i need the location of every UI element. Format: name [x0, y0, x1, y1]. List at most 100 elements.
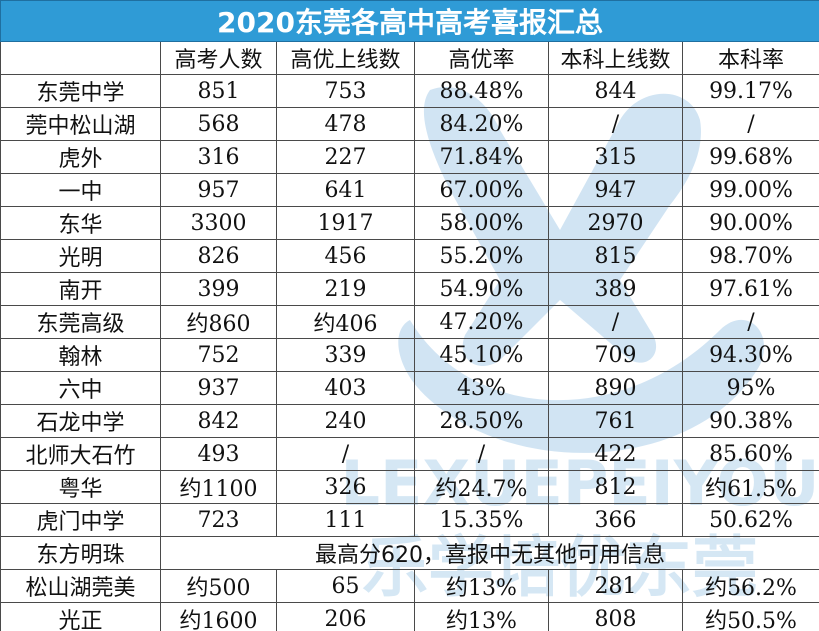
cell-school: 翰林	[0, 338, 161, 372]
cell-undergrad-rate: 95%	[681, 371, 819, 405]
table-row: 南开 399 219 54.90% 389 97.61%	[0, 272, 819, 306]
cell-undergrad-rate: 94.30%	[681, 338, 819, 372]
cell-school: 莞中松山湖	[0, 107, 161, 141]
cell-undergrad-count: 815	[548, 239, 683, 273]
table-row: 松山湖莞美 约500 65 约13% 281 约56.2%	[0, 569, 819, 603]
cell-note: 最高分620，喜报中无其他可用信息	[159, 536, 819, 570]
cell-high-quality-count: 339	[276, 338, 415, 372]
cell-high-quality-rate: 47.20%	[414, 305, 549, 339]
cell-high-quality-count: 219	[276, 272, 415, 306]
cell-undergrad-rate: 99.17%	[681, 74, 819, 108]
cell-exam-count: 493	[160, 437, 277, 471]
cell-high-quality-rate: /	[414, 437, 549, 471]
cell-high-quality-rate: 54.90%	[414, 272, 549, 306]
cell-high-quality-rate: 约13%	[414, 569, 549, 603]
cell-high-quality-count: 206	[276, 602, 415, 631]
cell-exam-count: 957	[160, 173, 277, 207]
table-row: 石龙中学 842 240 28.50% 761 90.38%	[0, 404, 819, 438]
cell-high-quality-rate: 84.20%	[414, 107, 549, 141]
cell-school: 一中	[0, 173, 161, 207]
cell-undergrad-rate: 90.38%	[681, 404, 819, 438]
cell-undergrad-rate: 99.68%	[681, 140, 819, 174]
cell-high-quality-rate: 71.84%	[414, 140, 549, 174]
cell-school: 六中	[0, 371, 161, 405]
table-row: 东莞中学 851 753 88.48% 844 99.17%	[0, 74, 819, 108]
title-row: 2020东莞各高中高考喜报汇总	[0, 0, 819, 42]
cell-undergrad-rate: 85.60%	[681, 437, 819, 471]
cell-exam-count: 3300	[160, 206, 277, 240]
cell-high-quality-count: 326	[276, 470, 415, 504]
table-row: 东华 3300 1917 58.00% 2970 90.00%	[0, 206, 819, 240]
cell-exam-count: 723	[160, 503, 277, 537]
cell-school: 光明	[0, 239, 161, 273]
cell-undergrad-count: /	[548, 305, 683, 339]
cell-school: 虎外	[0, 140, 161, 174]
cell-high-quality-rate: 88.48%	[414, 74, 549, 108]
column-header-undergrad-rate: 本科率	[681, 41, 819, 75]
table-row: 东方明珠 最高分620，喜报中无其他可用信息	[0, 536, 819, 570]
cell-high-quality-count: 约406	[276, 305, 415, 339]
table-row: 光明 826 456 55.20% 815 98.70%	[0, 239, 819, 273]
column-header-school	[0, 41, 161, 75]
cell-undergrad-rate: 约56.2%	[681, 569, 819, 603]
cell-undergrad-count: /	[548, 107, 683, 141]
cell-undergrad-rate: 50.62%	[681, 503, 819, 537]
cell-exam-count: 316	[160, 140, 277, 174]
table-row: 虎外 316 227 71.84% 315 99.68%	[0, 140, 819, 174]
cell-undergrad-rate: 99.00%	[681, 173, 819, 207]
cell-exam-count: 约1600	[160, 602, 277, 631]
cell-exam-count: 399	[160, 272, 277, 306]
table-row: 粤华 约1100 326 约24.7% 812 约61.5%	[0, 470, 819, 504]
cell-high-quality-count: 240	[276, 404, 415, 438]
cell-undergrad-count: 2970	[548, 206, 683, 240]
cell-school: 虎门中学	[0, 503, 161, 537]
cell-undergrad-count: 281	[548, 569, 683, 603]
cell-high-quality-count: 65	[276, 569, 415, 603]
cell-undergrad-rate: 97.61%	[681, 272, 819, 306]
cell-high-quality-count: 111	[276, 503, 415, 537]
cell-exam-count: 约1100	[160, 470, 277, 504]
cell-exam-count: 约500	[160, 569, 277, 603]
cell-undergrad-rate: 98.70%	[681, 239, 819, 273]
cell-high-quality-rate: 55.20%	[414, 239, 549, 273]
cell-undergrad-rate: /	[681, 305, 819, 339]
cell-school: 光正	[0, 602, 161, 631]
column-header-high-quality-count: 高优上线数	[276, 41, 415, 75]
cell-school: 粤华	[0, 470, 161, 504]
cell-high-quality-count: 456	[276, 239, 415, 273]
cell-exam-count: 826	[160, 239, 277, 273]
cell-high-quality-rate: 约13%	[414, 602, 549, 631]
table-row: 北师大石竹 493//422 85.60%	[0, 437, 819, 471]
cell-school: 东莞高级	[0, 305, 161, 339]
cell-school: 东华	[0, 206, 161, 240]
cell-high-quality-count: 478	[276, 107, 415, 141]
cell-undergrad-rate: 约61.5%	[681, 470, 819, 504]
cell-exam-count: 937	[160, 371, 277, 405]
table-title: 2020东莞各高中高考喜报汇总	[0, 0, 819, 42]
table-row: 莞中松山湖 568 478 84.20% / /	[0, 107, 819, 141]
cell-exam-count: 568	[160, 107, 277, 141]
cell-high-quality-count: 641	[276, 173, 415, 207]
cell-undergrad-count: 808	[548, 602, 683, 631]
cell-high-quality-rate: 58.00%	[414, 206, 549, 240]
cell-undergrad-count: 422	[548, 437, 683, 471]
cell-high-quality-rate: 约24.7%	[414, 470, 549, 504]
cell-exam-count: 851	[160, 74, 277, 108]
cell-undergrad-count: 761	[548, 404, 683, 438]
column-header-exam-count: 高考人数	[160, 41, 277, 75]
cell-undergrad-count: 890	[548, 371, 683, 405]
cell-exam-count: 约860	[160, 305, 277, 339]
cell-undergrad-count: 844	[548, 74, 683, 108]
cell-school: 南开	[0, 272, 161, 306]
table-row: 光正 约1600 206 约13% 808 约50.5%	[0, 602, 819, 631]
table-row: 虎门中学 723 111 15.35% 366 50.62%	[0, 503, 819, 537]
cell-undergrad-count: 709	[548, 338, 683, 372]
cell-high-quality-count: 227	[276, 140, 415, 174]
cell-high-quality-count: 403	[276, 371, 415, 405]
cell-undergrad-rate: 90.00%	[681, 206, 819, 240]
cell-high-quality-rate: 45.10%	[414, 338, 549, 372]
table-row: 翰林 752 339 45.10% 709 94.30%	[0, 338, 819, 372]
